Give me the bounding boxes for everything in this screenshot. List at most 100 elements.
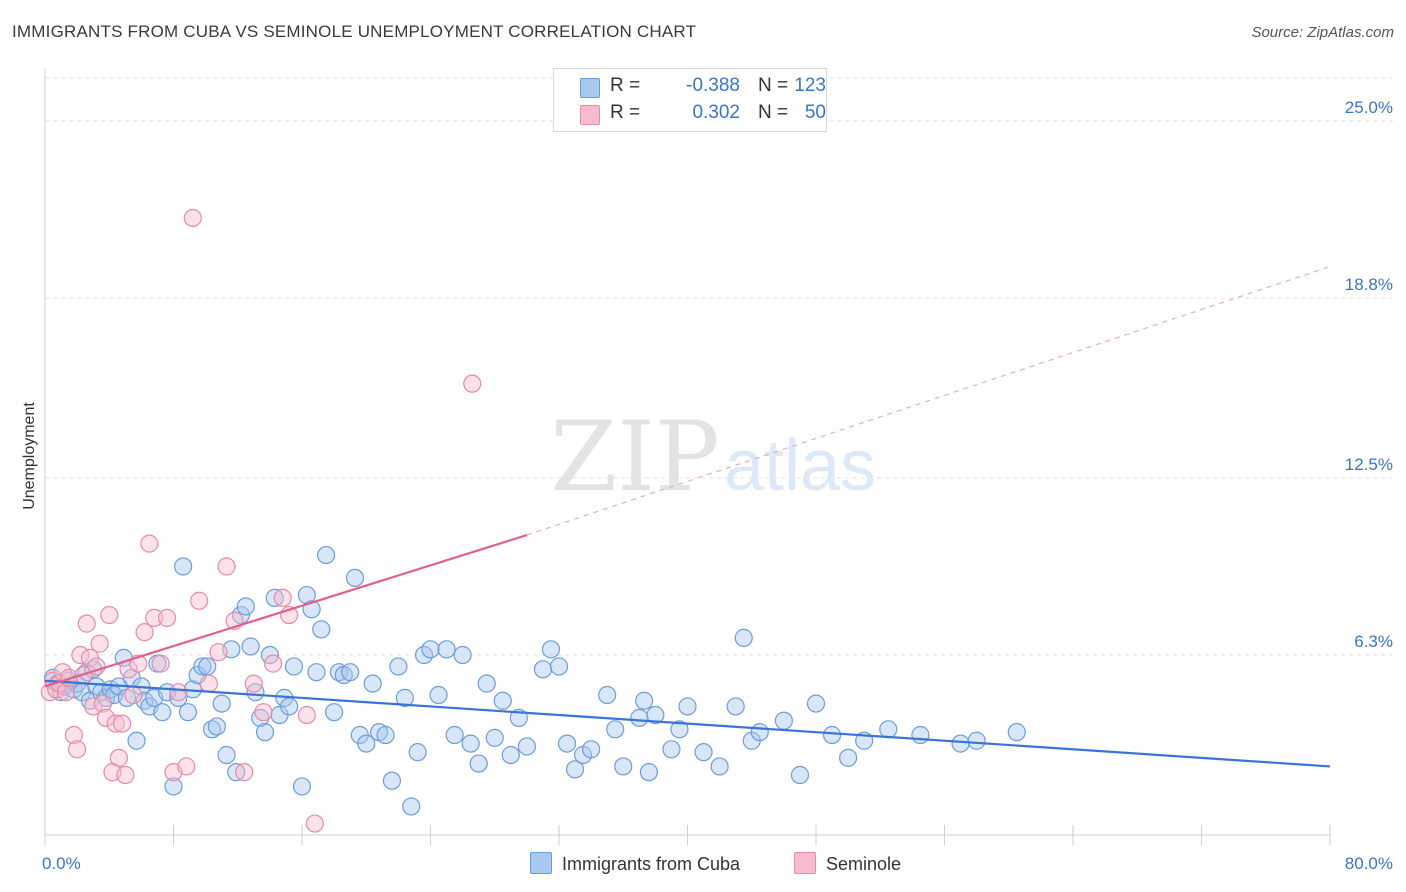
point-cuba [557, 734, 577, 753]
point-seminole [112, 714, 132, 733]
bottom-legend-swatch-cuba [530, 852, 552, 874]
point-cuba [614, 757, 633, 776]
point-seminole [183, 208, 202, 228]
point-cuba [662, 740, 681, 759]
point-seminole [463, 374, 482, 393]
point-seminole [235, 763, 254, 782]
point-cuba [341, 663, 360, 682]
point-seminole [190, 591, 209, 610]
point-cuba [477, 674, 496, 693]
watermark-zip: ZIP [550, 401, 719, 513]
point-cuba [429, 685, 448, 705]
point-cuba [164, 777, 183, 796]
point-seminole [135, 623, 154, 642]
point-cuba [635, 691, 654, 710]
legend-swatch-seminole [580, 105, 600, 125]
point-cuba [734, 628, 753, 647]
point-cuba [312, 620, 331, 639]
point-cuba [255, 723, 275, 742]
trend-line-cuba [44, 679, 1331, 768]
point-cuba [750, 723, 769, 742]
point-cuba [541, 640, 561, 659]
chart-title: IMMIGRANTS FROM CUBA VS SEMINOLE UNEMPLO… [12, 22, 697, 41]
legend-n-value: 123 [794, 75, 826, 96]
point-cuba [198, 657, 217, 676]
point-seminole [217, 557, 236, 576]
point-cuba [710, 757, 729, 776]
point-cuba [1007, 723, 1026, 742]
point-seminole [90, 634, 109, 653]
point-cuba [316, 545, 336, 565]
point-seminole [56, 683, 75, 702]
point-cuba [879, 720, 898, 739]
point-cuba [630, 708, 649, 727]
bottom-legend-swatch-seminole [794, 852, 816, 874]
point-cuba [598, 685, 617, 705]
point-seminole [106, 714, 125, 733]
y-tick-label: 12.5% [1345, 455, 1393, 474]
point-seminole [68, 740, 87, 759]
point-cuba [678, 697, 697, 716]
legend-n-label: N = [758, 75, 789, 96]
point-cuba [363, 674, 382, 693]
legend-r-value: 0.302 [692, 102, 740, 123]
x-tick-labels: 0.0% 80.0% [42, 854, 1393, 873]
y-tick-label: 6.3% [1354, 632, 1393, 651]
point-cuba [606, 720, 625, 739]
legend-r-value: -0.388 [686, 75, 740, 96]
point-seminole [273, 588, 292, 608]
bottom-legend-cuba: Immigrants from Cuba [530, 852, 740, 875]
point-cuba [726, 697, 745, 716]
point-cuba [565, 760, 585, 779]
point-cuba [178, 703, 198, 722]
data-points [40, 208, 1026, 833]
point-cuba [153, 703, 172, 722]
point-cuba [951, 734, 970, 753]
point-cuba [389, 657, 408, 676]
point-seminole [297, 705, 316, 725]
point-cuba [345, 568, 365, 588]
point-cuba [790, 765, 810, 785]
point-cuba [421, 640, 440, 659]
point-cuba [202, 720, 222, 739]
point-cuba [694, 743, 713, 762]
point-cuba [774, 711, 793, 730]
point-cuba [357, 734, 376, 753]
point-cuba [193, 657, 212, 676]
point-cuba [485, 728, 504, 747]
point-seminole [151, 654, 170, 673]
point-cuba [212, 694, 231, 713]
point-seminole [305, 814, 324, 833]
point-seminole [96, 708, 116, 727]
point-cuba [236, 597, 255, 616]
bottom-legend-label-seminole: Seminole [826, 854, 902, 874]
y-tick-labels: 6.3% 12.5% 18.8% 25.0% [1345, 98, 1393, 651]
point-cuba [445, 725, 464, 745]
point-cuba [501, 745, 520, 765]
point-cuba [284, 657, 304, 676]
watermark: ZIP atlas [550, 401, 876, 513]
point-seminole [263, 654, 283, 673]
point-seminole [64, 725, 84, 745]
point-cuba [461, 734, 480, 753]
point-seminole [145, 608, 164, 627]
point-cuba [251, 708, 270, 727]
axes [44, 68, 1331, 845]
trend-line-seminole-extrapolated [526, 265, 1331, 536]
point-cuba [493, 691, 512, 710]
y-tick-label: 25.0% [1345, 98, 1393, 117]
y-axis-label: Unemployment [21, 402, 38, 510]
point-seminole [109, 748, 128, 767]
legend-n-label: N = [758, 102, 789, 123]
legend-swatch-cuba [580, 78, 600, 98]
point-seminole [93, 694, 112, 713]
point-seminole [177, 757, 196, 776]
point-cuba [822, 725, 842, 745]
bottom-legend-seminole: Seminole [794, 852, 901, 875]
chart-source: Source: ZipAtlas.com [1251, 24, 1394, 41]
point-cuba [517, 737, 536, 756]
legend-r-label: R = [610, 102, 641, 123]
point-cuba [453, 645, 472, 665]
point-cuba [469, 754, 488, 773]
